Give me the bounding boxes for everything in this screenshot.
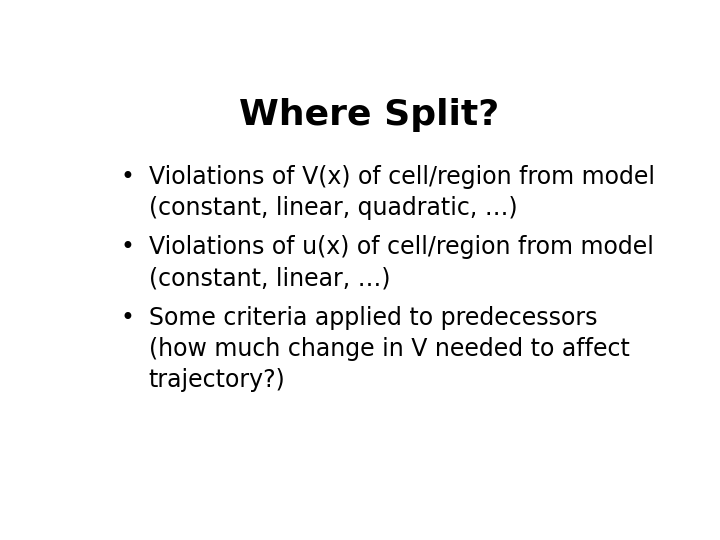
Text: Some criteria applied to predecessors: Some criteria applied to predecessors <box>148 306 597 330</box>
Text: •: • <box>121 165 135 188</box>
Text: trajectory?): trajectory?) <box>148 368 285 393</box>
Text: •: • <box>121 306 135 330</box>
Text: •: • <box>121 235 135 259</box>
Text: (constant, linear, …): (constant, linear, …) <box>148 266 390 291</box>
Text: Where Split?: Where Split? <box>239 98 499 132</box>
Text: (how much change in V needed to affect: (how much change in V needed to affect <box>148 337 629 361</box>
Text: Violations of V(x) of cell/region from model: Violations of V(x) of cell/region from m… <box>148 165 654 188</box>
Text: Violations of u(x) of cell/region from model: Violations of u(x) of cell/region from m… <box>148 235 654 259</box>
Text: (constant, linear, quadratic, …): (constant, linear, quadratic, …) <box>148 196 517 220</box>
